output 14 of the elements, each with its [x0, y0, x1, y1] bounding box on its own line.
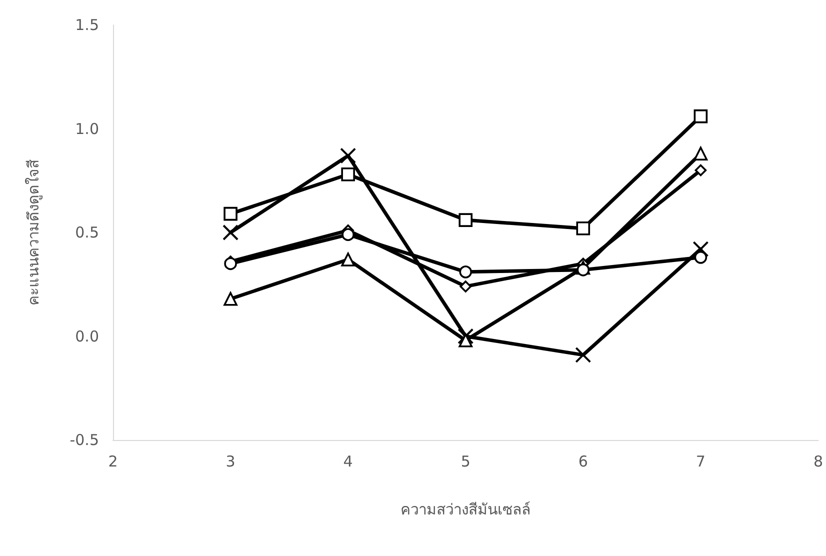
y-tick-label: -0.5: [70, 431, 99, 449]
y-tick-label: 0.5: [75, 224, 99, 242]
x-tick-label: 6: [578, 452, 588, 470]
y-tick-label: 1.0: [75, 120, 99, 138]
y-tick-label: 1.5: [75, 16, 99, 34]
x-tick-label: 4: [343, 452, 353, 470]
x-tick-label: 5: [460, 452, 470, 470]
x-axis-title: ความสว่างสีมันเซลล์: [400, 500, 531, 518]
y-axis-title: คะแนนความดึงดูดใจสี: [24, 160, 42, 306]
y-tick-label: 0.0: [75, 327, 99, 346]
x-tick-label: 7: [696, 452, 706, 470]
x-tick-label: 8: [813, 452, 823, 470]
x-tick-label: 2: [108, 452, 118, 470]
x-tick-label: 3: [226, 452, 236, 470]
